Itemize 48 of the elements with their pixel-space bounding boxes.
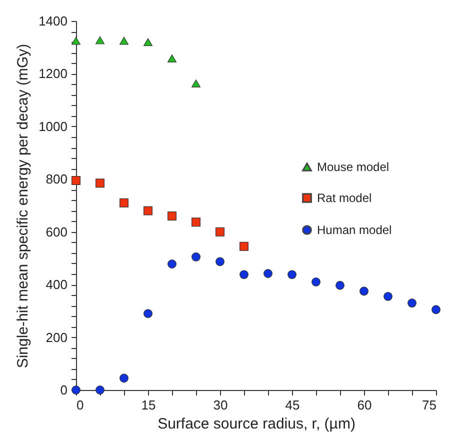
point bbox=[96, 178, 104, 188]
y-tick-label: 1000 bbox=[38, 118, 68, 134]
point bbox=[312, 277, 320, 286]
point bbox=[168, 54, 176, 62]
legend-label: Human model bbox=[317, 223, 392, 237]
point bbox=[96, 386, 104, 394]
point bbox=[120, 198, 128, 208]
point bbox=[144, 206, 152, 216]
point bbox=[288, 270, 296, 280]
point bbox=[336, 280, 344, 290]
legend-label: Mouse model bbox=[317, 160, 390, 174]
y-tick-label: 600 bbox=[46, 224, 68, 240]
point bbox=[192, 80, 200, 88]
point bbox=[144, 309, 152, 318]
point bbox=[120, 36, 128, 45]
x-tick-label: 0 bbox=[76, 398, 84, 412]
point bbox=[72, 176, 80, 185]
legend-label: Rat model bbox=[317, 191, 372, 205]
y-axis-title: Single-hit mean specific energy per decay (mGy) bbox=[14, 44, 32, 368]
point bbox=[360, 286, 368, 296]
point bbox=[408, 298, 416, 308]
point bbox=[432, 305, 440, 314]
y-tick-label: 800 bbox=[46, 172, 68, 187]
point bbox=[72, 36, 80, 45]
x-tick-label: 30 bbox=[213, 398, 228, 412]
point bbox=[384, 292, 392, 301]
point bbox=[192, 252, 200, 262]
point bbox=[96, 36, 104, 44]
x-tick-label: 45 bbox=[285, 398, 300, 412]
x-axis-title: Surface source radius, r, (µm) bbox=[158, 416, 356, 432]
point bbox=[240, 270, 248, 280]
point bbox=[120, 374, 128, 383]
point bbox=[168, 212, 176, 221]
point bbox=[216, 227, 224, 236]
x-tick-label: 75 bbox=[422, 398, 436, 412]
y-tick-label: 200 bbox=[46, 330, 68, 345]
x-tick-label: 60 bbox=[357, 398, 372, 412]
point bbox=[264, 269, 272, 278]
x-tick-label: 15 bbox=[141, 398, 156, 412]
y-tick-label: 400 bbox=[46, 277, 68, 292]
y-tick-label: 0 bbox=[60, 382, 68, 398]
point bbox=[216, 257, 224, 266]
point bbox=[168, 260, 176, 268]
point bbox=[240, 242, 248, 251]
point bbox=[192, 218, 200, 227]
y-tick-label: 1200 bbox=[38, 66, 68, 82]
point bbox=[144, 38, 152, 46]
y-tick-label: 1400 bbox=[38, 14, 68, 28]
